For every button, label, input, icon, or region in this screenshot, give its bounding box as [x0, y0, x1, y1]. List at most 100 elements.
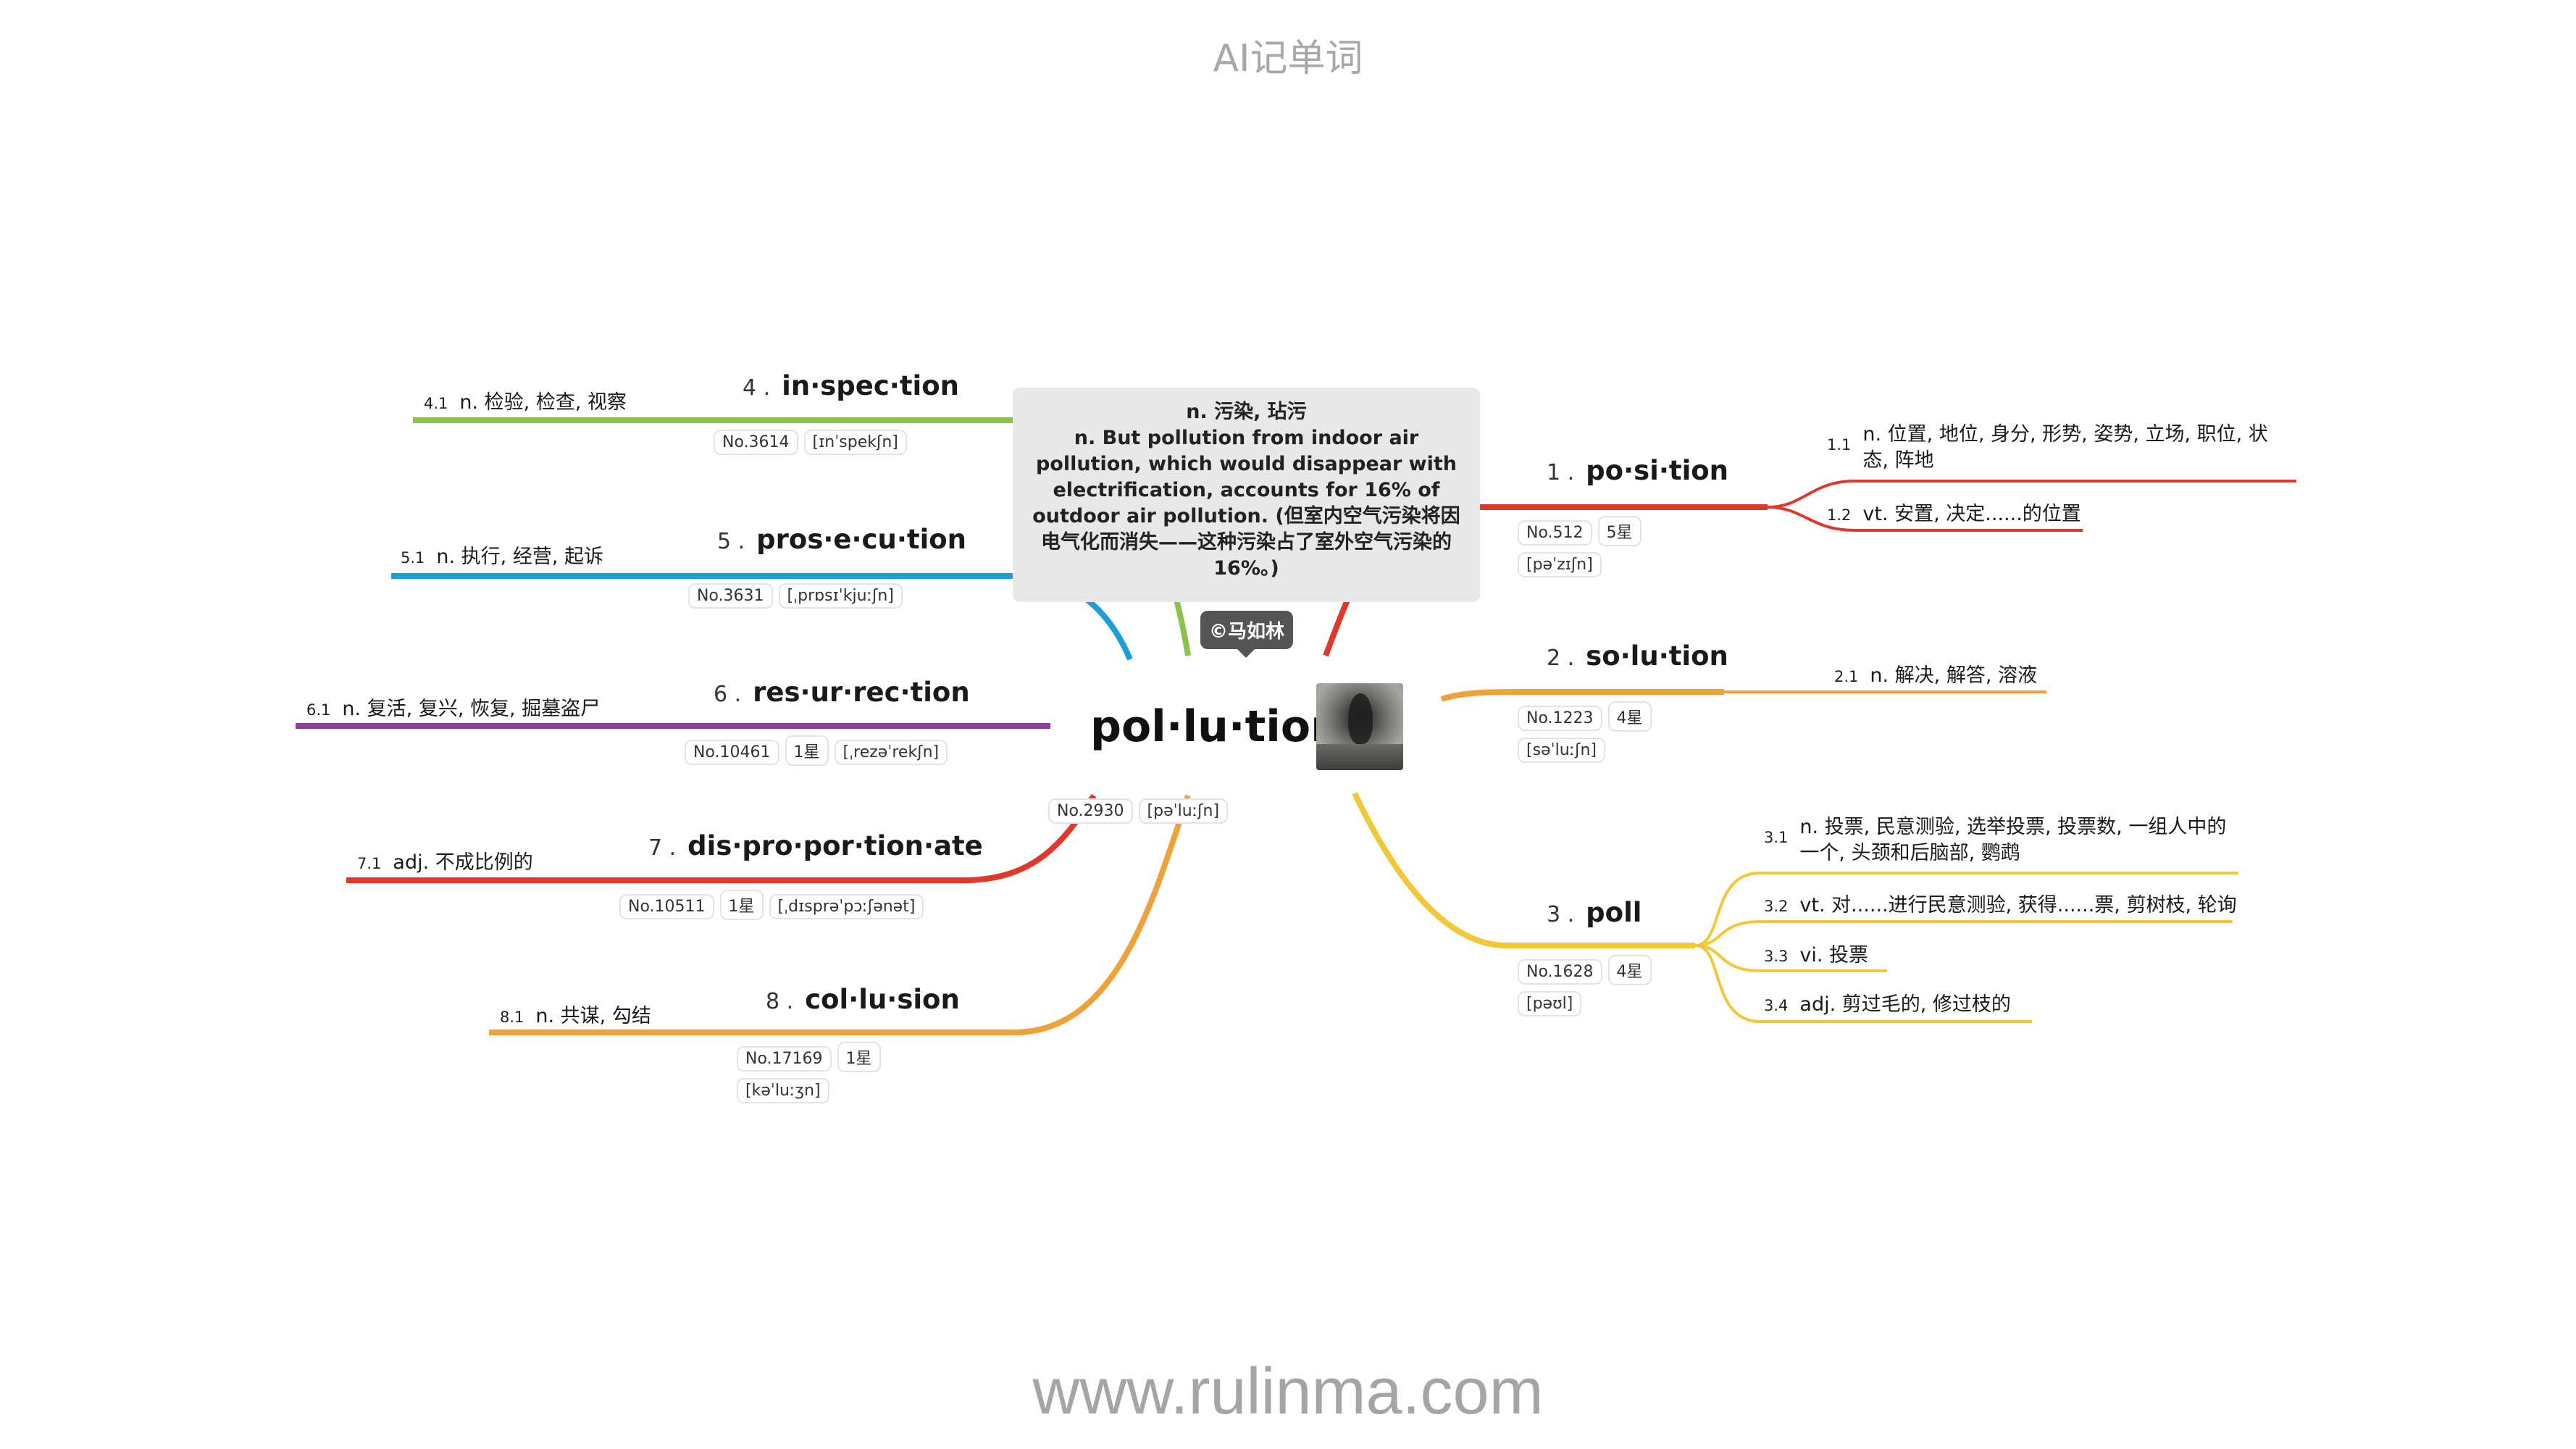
sub-number: 6.1 — [306, 701, 331, 719]
sub-text: n. 位置, 地位, 身分, 形势, 姿势, 立场, 职位, 状态, 阵地 — [1862, 423, 2268, 472]
topic-word: po·si·tion — [1586, 455, 1729, 486]
no-tag: No.3614 — [714, 430, 798, 455]
center-phonetic-tag: [pəˈluːʃn] — [1138, 798, 1229, 824]
topic-number: 4 . — [743, 375, 771, 401]
sub-line-1-2 — [1767, 506, 2083, 532]
topic-tags-8: No.17169 1星 [kəˈluːʒn] — [737, 1042, 911, 1103]
phonetic-tag: [ɪnˈspekʃn] — [803, 430, 907, 455]
topic-node-7[interactable]: 7 . dis·pro·por·tion·ate — [648, 830, 983, 861]
stars-tag: 4星 — [1607, 701, 1652, 732]
topic-word: res·ur·rec·tion — [753, 677, 970, 708]
topic-tags-2: No.1223 4星 [səˈluːʃn] — [1518, 701, 1677, 763]
sub-text: n. 执行, 经营, 起诉 — [436, 546, 604, 568]
sub-text: n. 投票, 民意测验, 选举投票, 投票数, 一组人中的一个, 头颈和后脑部,… — [1799, 816, 2227, 864]
sub-item-3-3[interactable]: 3.3 vi. 投票 — [1764, 939, 1868, 967]
sub-line-3-1 — [1694, 872, 2238, 947]
sub-number: 5.1 — [401, 549, 425, 567]
sub-text: adj. 剪过毛的, 修过枝的 — [1799, 993, 2011, 1016]
sub-text: n. 共谋, 勾结 — [535, 1005, 651, 1027]
smoke-plume — [1348, 693, 1373, 744]
sub-item-5-1[interactable]: 5.1 n. 执行, 经营, 起诉 — [401, 540, 603, 569]
topic-node-8[interactable]: 8 . col·lu·sion — [766, 984, 960, 1015]
sub-item-3-1[interactable]: 3.1 n. 投票, 民意测验, 选举投票, 投票数, 一组人中的一个, 头颈和… — [1764, 814, 2235, 867]
sub-number: 8.1 — [500, 1009, 524, 1026]
topic-tags-1: No.512 5星 [pəˈzɪʃn] — [1518, 516, 1663, 577]
topic-tags-4: No.3614 [ɪnˈspekʃn] — [714, 430, 913, 455]
sub-item-3-2[interactable]: 3.2 vt. 对......进行民意测验, 获得......票, 剪树枝, 轮询 — [1764, 889, 2237, 917]
topic-word: pros·e·cu·tion — [756, 524, 967, 555]
topic-word: col·lu·sion — [805, 984, 960, 1015]
sub-item-1-2[interactable]: 1.2 vt. 安置, 决定......的位置 — [1827, 498, 2081, 526]
topic-tags-6: No.10461 1星 [ˌrezəˈrekʃn] — [685, 735, 953, 766]
sub-item-6-1[interactable]: 6.1 n. 复活, 复兴, 恢复, 掘墓盗尸 — [306, 693, 600, 721]
sub-item-4-1[interactable]: 4.1 n. 检验, 检查, 视察 — [424, 386, 627, 414]
sub-item-8-1[interactable]: 8.1 n. 共谋, 勾结 — [500, 1000, 651, 1028]
topic-number: 8 . — [766, 989, 794, 1014]
topic-number: 5 . — [717, 529, 745, 554]
no-tag: No.17169 — [737, 1046, 832, 1072]
stars-tag: 1星 — [785, 735, 829, 766]
sub-number: 2.1 — [1834, 668, 1859, 685]
sub-line-3-2 — [1694, 920, 2233, 947]
sub-number: 3.3 — [1764, 948, 1789, 965]
branch-line-solution — [1440, 689, 1724, 702]
phonetic-tag: [pəˈzɪʃn] — [1518, 552, 1602, 577]
topic-number: 6 . — [714, 682, 742, 707]
sub-text: adj. 不成比例的 — [393, 851, 533, 874]
topic-word: dis·pro·por·tion·ate — [687, 830, 983, 861]
sub-number: 3.1 — [1764, 829, 1789, 846]
stars-tag: 4星 — [1607, 955, 1652, 985]
topic-tags-7: No.10511 1星 [ˌdɪsprəˈpɔːʃənət] — [619, 890, 929, 920]
sub-item-2-1[interactable]: 2.1 n. 解决, 解答, 溶液 — [1834, 659, 2037, 688]
website-footer[interactable]: www.rulinma.com — [1032, 1356, 1544, 1428]
topic-number: 2 . — [1547, 646, 1575, 671]
branch-line-collusion — [489, 794, 1191, 1035]
sub-line-3-3 — [1694, 944, 1887, 972]
app-header-title: AI记单词 — [1213, 37, 1363, 80]
center-tags: No.2930 [pəˈluːʃn] — [1048, 798, 1234, 824]
topic-word: so·lu·tion — [1586, 640, 1728, 672]
topic-number: 7 . — [648, 835, 677, 861]
stars-tag: 5星 — [1597, 516, 1642, 546]
sub-number: 1.1 — [1827, 436, 1852, 454]
topic-node-1[interactable]: 1 . po·si·tion — [1547, 455, 1728, 486]
topic-tags-5: No.3631 [ˌprɒsɪˈkjuːʃn] — [688, 583, 908, 609]
no-tag: No.512 — [1518, 520, 1592, 546]
topic-node-3[interactable]: 3 . poll — [1547, 897, 1642, 928]
topic-number: 1 . — [1547, 460, 1575, 485]
branch-line-poll — [1352, 792, 1695, 948]
no-tag: No.1223 — [1518, 706, 1602, 731]
definition-tooltip: n. 污染, 玷污 n. But pollution from indoor a… — [1013, 388, 1480, 602]
topic-node-5[interactable]: 5 . pros·e·cu·tion — [717, 524, 966, 555]
sub-number: 1.2 — [1827, 506, 1852, 524]
sub-text: n. 复活, 复兴, 恢复, 掘墓盗尸 — [342, 698, 601, 720]
sub-item-1-1[interactable]: 1.1 n. 位置, 地位, 身分, 形势, 姿势, 立场, 职位, 状态, 阵… — [1827, 422, 2291, 474]
no-tag: No.10511 — [619, 894, 714, 919]
topic-number: 3 . — [1547, 902, 1575, 927]
stars-tag: 1星 — [719, 890, 764, 920]
no-tag: No.3631 — [688, 583, 773, 609]
sub-number: 3.2 — [1764, 898, 1789, 915]
phonetic-tag: [ˌdɪsprəˈpɔːʃənət] — [769, 894, 924, 919]
topic-node-6[interactable]: 6 . res·ur·rec·tion — [714, 677, 970, 708]
no-tag: No.1628 — [1518, 959, 1602, 985]
sub-item-7-1[interactable]: 7.1 adj. 不成比例的 — [357, 846, 533, 874]
sub-number: 4.1 — [424, 395, 448, 412]
sub-item-3-4[interactable]: 3.4 adj. 剪过毛的, 修过枝的 — [1764, 988, 2011, 1016]
phonetic-tag: [səˈluːʃn] — [1518, 738, 1606, 763]
center-no-tag: No.2930 — [1048, 798, 1133, 824]
phonetic-tag: [ˌprɒsɪˈkjuːʃn] — [778, 583, 903, 609]
sub-number: 3.4 — [1764, 997, 1789, 1014]
topic-tags-3: No.1628 4星 [pəʊl] — [1518, 955, 1677, 1016]
center-image — [1316, 683, 1403, 770]
sub-text: vt. 安置, 决定......的位置 — [1862, 503, 2081, 525]
center-word[interactable]: pol·lu·tion — [1090, 701, 1342, 752]
topic-word: poll — [1586, 897, 1642, 928]
sub-text: vi. 投票 — [1799, 944, 1869, 966]
sub-line-1-1 — [1767, 480, 2296, 509]
topic-node-2[interactable]: 2 . so·lu·tion — [1547, 640, 1728, 672]
sub-text: n. 检验, 检查, 视察 — [459, 391, 627, 414]
topic-node-4[interactable]: 4 . in·spec·tion — [743, 370, 959, 401]
credit-pointer — [1237, 649, 1255, 658]
stars-tag: 1星 — [837, 1042, 881, 1072]
